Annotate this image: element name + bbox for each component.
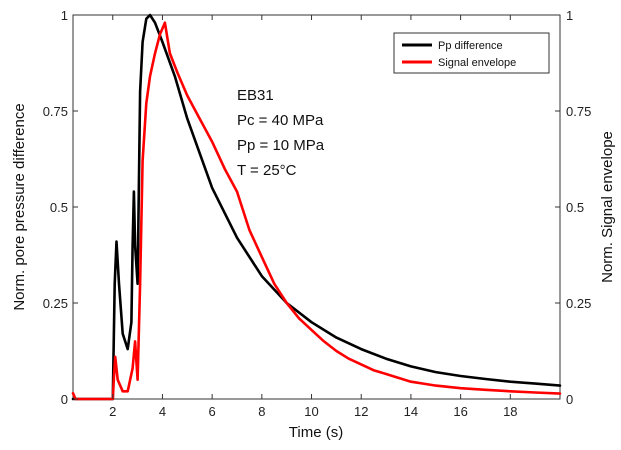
y-right-tick-label-4: 1 [566, 8, 573, 23]
series-line-pp-difference [71, 13, 562, 401]
annotation-sample: EB31 [237, 87, 274, 104]
series-line-signal-envelope [71, 21, 562, 401]
x-tick-label-1: 4 [159, 404, 166, 419]
legend-label-signal-envelope: Signal envelope [438, 57, 516, 69]
legend: Pp difference Signal envelope [393, 32, 550, 74]
annotation-confining-pressure: Pc = 40 MPa [237, 112, 324, 129]
x-tick-label-4: 10 [304, 404, 318, 419]
x-tick-label-3: 8 [258, 404, 265, 419]
y-left-tick-label-2: 0.5 [50, 200, 68, 215]
y-right-tick-label-2: 0.5 [566, 200, 584, 215]
x-tick-label-0: 2 [109, 404, 116, 419]
y-left-tick-label-3: 0.75 [43, 104, 68, 119]
annotation-pore-pressure: Pp = 10 MPa [237, 137, 325, 154]
y-axis-title-right: Norm. Signal envelope [599, 131, 616, 283]
x-tick-label-8: 18 [503, 404, 517, 419]
y-axis-title-left: Norm. pore pressure difference [11, 103, 28, 310]
series-layer [71, 13, 562, 401]
annotation-block: EB31 Pc = 40 MPa Pp = 10 MPa T = 25°C [237, 87, 325, 179]
legend-box [393, 32, 550, 74]
y-left-tick-label-0: 0 [61, 392, 68, 407]
axes-layer: 2 4 6 8 10 12 14 16 18 0 0 0.25 0.25 0.5 0.5 0.75 0.75 1 1 [43, 8, 592, 419]
y-left-tick-label-1: 0.25 [43, 296, 68, 311]
annotation-temperature: T = 25°C [237, 162, 297, 179]
y-right-tick-label-3: 0.75 [566, 104, 591, 119]
x-tick-label-2: 6 [209, 404, 216, 419]
y-left-tick-label-4: 1 [61, 8, 68, 23]
x-tick-label-6: 14 [404, 404, 418, 419]
legend-label-pp-difference: Pp difference [438, 40, 503, 52]
y-right-tick-label-0: 0 [566, 392, 573, 407]
x-tick-label-7: 16 [453, 404, 467, 419]
y-right-tick-label-1: 0.25 [566, 296, 591, 311]
x-tick-label-5: 12 [354, 404, 368, 419]
x-axis-title: Time (s) [289, 424, 343, 441]
